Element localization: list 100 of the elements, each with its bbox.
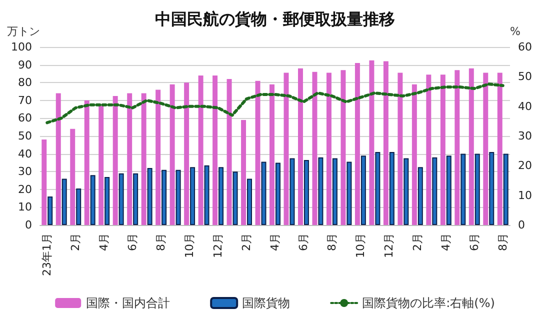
y2-tick-label: 60: [518, 40, 532, 54]
bar: [76, 188, 82, 225]
x-tick-label: 4月: [98, 233, 111, 251]
bar: [312, 72, 318, 225]
bar: [184, 82, 190, 225]
y-tick-label: 80: [18, 76, 32, 90]
bar: [198, 75, 204, 225]
bar: [468, 68, 474, 225]
bar: [104, 176, 110, 225]
bar: [84, 100, 90, 225]
legend-label: 国際貨物: [242, 296, 290, 310]
bar: [56, 93, 61, 225]
bar: [141, 93, 146, 225]
bar: [270, 84, 274, 225]
bar: [276, 162, 280, 225]
bar: [474, 154, 480, 225]
x-tick-label: 2月: [69, 233, 82, 251]
legend-label: 国際・国内合計: [86, 296, 170, 310]
y-tick-label: 50: [18, 130, 32, 142]
bar: [389, 152, 394, 225]
bar: [360, 156, 366, 225]
bar: [497, 72, 502, 225]
bar: [112, 96, 118, 225]
bar: [204, 165, 210, 225]
x-tick-label: 4月: [268, 233, 282, 251]
x-tick-label: 2月: [240, 233, 254, 251]
bar: [318, 157, 324, 225]
x-tick-label: 6月: [468, 233, 481, 251]
bar: [346, 162, 352, 225]
bar: [48, 196, 53, 225]
bar: [255, 80, 260, 225]
bar: [460, 154, 466, 225]
bar: [489, 152, 494, 225]
bar: [42, 140, 47, 225]
bar: [290, 158, 295, 225]
x-tick-label: 23年1月: [40, 233, 54, 276]
bar: [340, 70, 346, 225]
bar: [304, 160, 309, 225]
y-tick-label: 40: [18, 147, 32, 160]
x-tick-label: 8月: [325, 233, 338, 251]
bar: [118, 173, 124, 225]
y2-tick-label: 40: [518, 100, 532, 113]
legend-label: 国際貨物の比率:右軸(%): [362, 296, 495, 310]
x-tick-label: 8月: [496, 233, 510, 251]
y-tick-label: 90: [18, 58, 32, 72]
x-tick-label: 2月: [410, 233, 424, 251]
y-tick-label: 0: [25, 218, 32, 232]
y-tick-label: 10: [18, 200, 32, 214]
bar: [332, 158, 338, 225]
x-tick-label: 4月: [439, 233, 452, 251]
bar: [127, 93, 132, 225]
y2-axis-title: %: [510, 25, 520, 38]
bar: [190, 167, 196, 225]
bar: [241, 120, 246, 225]
y2-tick-label: 30: [518, 130, 532, 142]
bar: [446, 156, 452, 225]
bar: [156, 90, 161, 225]
bar: [326, 72, 332, 225]
y-tick-label: 100: [11, 40, 32, 54]
bar: [398, 72, 403, 225]
bar: [147, 168, 152, 225]
y2-tick-label: 20: [518, 159, 532, 172]
bar: [232, 172, 238, 225]
y2-tick-label: 50: [518, 70, 532, 84]
y-tick-label: 30: [18, 165, 32, 178]
y-tick-label: 60: [18, 112, 32, 125]
bar: [298, 68, 303, 225]
bar: [70, 128, 76, 225]
bar: [98, 106, 104, 225]
x-tick-label: 10月: [354, 233, 367, 258]
y-tick-label: 70: [18, 94, 32, 107]
bar: [412, 84, 417, 225]
x-tick-label: 6月: [126, 233, 140, 251]
bar: [226, 79, 232, 225]
bar: [162, 170, 167, 225]
x-tick-label: 12月: [382, 233, 396, 258]
x-tick-label: 6月: [296, 233, 310, 251]
y2-tick-label: 10: [518, 188, 532, 202]
y2-tick-label: 0: [518, 218, 525, 232]
x-tick-label: 10月: [183, 233, 196, 258]
chart-title: 中国民航の貨物・郵便取扱量推移: [155, 10, 395, 28]
bar: [369, 60, 374, 225]
x-tick-label: 8月: [154, 233, 168, 251]
bar: [90, 175, 96, 225]
bar: [375, 152, 380, 225]
bar: [383, 61, 388, 225]
bar: [218, 167, 224, 225]
bar: [261, 162, 266, 225]
bar: [62, 178, 67, 225]
bar: [418, 167, 423, 225]
bar: [483, 72, 488, 225]
bar: [212, 75, 218, 225]
y-axis-title: 万トン: [7, 25, 40, 38]
bar: [440, 74, 446, 225]
y-tick-label: 20: [18, 182, 32, 196]
bar: [432, 157, 438, 225]
bar: [426, 74, 432, 225]
bar: [170, 84, 175, 225]
bar: [176, 170, 181, 225]
bar: [247, 178, 252, 225]
